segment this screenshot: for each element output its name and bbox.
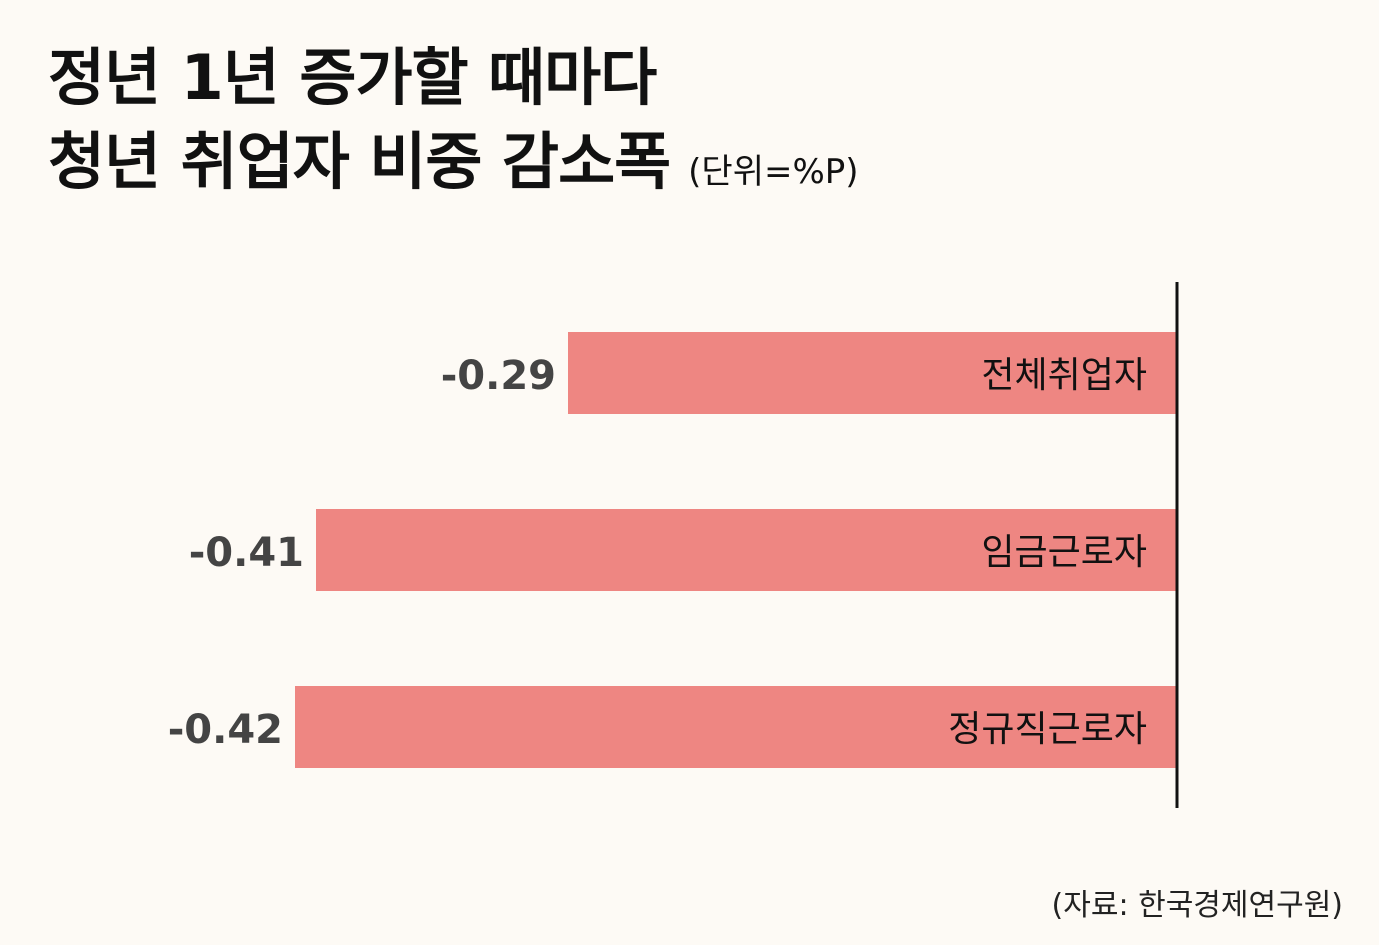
- category-label-1: 전체취업자: [981, 355, 1147, 396]
- source-note: (자료: 한국경제연구원): [1051, 888, 1343, 923]
- bar-3: [295, 686, 1177, 768]
- value-label-1: -0.29: [441, 353, 556, 399]
- chart-title-line-2-text: 청년 취업자 비중 감소폭: [48, 125, 671, 198]
- chart-title-line-2: 청년 취업자 비중 감소폭 (단위=%P): [48, 120, 859, 214]
- value-label-3: -0.42: [168, 707, 283, 753]
- unit-label: (단위=%P): [688, 152, 859, 192]
- title-block: 정년 1년 증가할 때마다 청년 취업자 비중 감소폭 (단위=%P): [48, 36, 859, 214]
- category-label-3: 정규직근로자: [948, 709, 1147, 750]
- category-label-2: 임금근로자: [981, 532, 1147, 573]
- value-label-2: -0.41: [189, 530, 304, 576]
- chart-title-line-1: 정년 1년 증가할 때마다: [48, 41, 657, 114]
- bar-1: [568, 332, 1177, 414]
- bar-2: [316, 509, 1177, 591]
